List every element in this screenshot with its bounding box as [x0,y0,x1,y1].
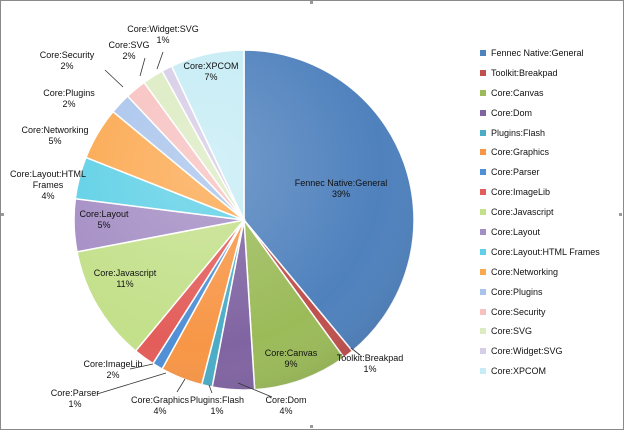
legend-label: Core:Layout:HTML Frames [491,246,600,257]
data-label-core-parser: Core:Parser 1% [51,388,100,409]
legend-label: Core:Networking [491,266,559,277]
legend-label: Fennec Native:General [491,47,584,58]
resize-handle-top[interactable] [310,1,313,4]
legend-label: Core:Canvas [491,87,544,98]
legend-item-core-imagelib: Core:ImageLib [480,182,620,202]
legend-swatch [480,228,486,235]
legend-label: Toolkit:Breakpad [491,67,558,78]
leader-line [208,384,213,394]
data-label-core-dom: Core:Dom 4% [265,395,306,416]
legend-swatch [480,209,486,216]
leader-line [176,378,186,393]
legend-swatch [480,169,486,176]
legend-item-core-security: Core:Security [480,302,620,322]
legend-swatch [480,189,486,196]
legend-swatch [480,308,486,315]
legend-item-core-layout: Core:Layout [480,222,620,242]
legend-item-core-svg: Core:SVG [480,321,620,341]
leader-line [139,57,146,77]
legend-label: Core:Widget:SVG [491,346,563,357]
legend-label: Core:Layout [491,226,541,237]
legend-item-core-xpcom: Core:XPCOM [480,361,620,381]
legend-label: Core:Dom [491,107,533,118]
legend-swatch [480,268,486,275]
legend-label: Core:XPCOM [491,366,547,377]
legend-swatch [480,109,486,116]
legend-swatch [480,328,486,335]
legend-label: Core:Security [491,306,546,317]
legend-swatch [480,49,486,56]
legend-item-plugins-flash: Plugins:Flash [480,123,620,143]
data-label-fennec-native-general: Fennec Native:General 39% [295,178,388,199]
legend-label: Core:Plugins [491,286,543,297]
legend-item-core-graphics: Core:Graphics [480,142,620,162]
legend-item-core-layout-html-frames: Core:Layout:HTML Frames [480,242,620,262]
leader-line [104,69,124,88]
legend-label: Core:Graphics [491,147,550,158]
data-label-core-widget-svg: Core:Widget:SVG 1% [127,24,199,45]
resize-handle-right[interactable] [619,213,622,216]
legend-item-core-plugins: Core:Plugins [480,282,620,302]
leader-line [129,363,154,370]
data-label-core-layout: Core:Layout 5% [79,209,129,230]
legend-item-fennec-native-general: Fennec Native:General [480,43,620,63]
chart-legend: Fennec Native:General Toolkit:Breakpad Cor… [480,43,620,381]
legend-swatch [480,129,486,136]
leader-line [156,51,164,70]
legend-swatch [480,368,486,375]
data-label-core-graphics: Core:Graphics 4% [131,395,190,416]
data-label-core-javascript: Core:Javascript 11% [94,268,157,289]
data-label-core-svg: Core:SVG 2% [108,40,149,61]
legend-item-core-parser: Core:Parser [480,162,620,182]
legend-swatch [480,89,486,96]
legend-item-core-javascript: Core:Javascript [480,202,620,222]
legend-swatch [480,248,486,255]
data-label-core-xpcom: Core:XPCOM 7% [183,61,238,82]
legend-label: Core:Javascript [491,207,554,218]
legend-item-core-canvas: Core:Canvas [480,83,620,103]
data-label-toolkit-breakpad: Toolkit:Breakpad 1% [337,353,404,374]
legend-label: Core:SVG [491,326,533,337]
legend-swatch [480,149,486,156]
leader-line [350,347,361,356]
legend-item-core-networking: Core:Networking [480,262,620,282]
legend-label: Core:Parser [491,167,540,178]
data-label-core-networking: Core:Networking 5% [21,125,88,146]
legend-swatch [480,348,486,355]
leader-line [96,372,167,395]
data-label-core-canvas: Core:Canvas 9% [265,348,318,369]
resize-handle-bottom[interactable] [310,425,313,428]
legend-item-toolkit-breakpad: Toolkit:Breakpad [480,63,620,83]
data-label-core-layout-html-frames: Core:Layout:HTML Frames 4% [10,169,86,201]
legend-item-core-dom: Core:Dom [480,103,620,123]
legend-swatch [480,69,486,76]
data-label-core-imagelib: Core:ImageLib 2% [83,359,142,380]
data-label-plugins-flash: Plugins:Flash 1% [190,395,244,416]
leader-line [237,382,273,398]
resize-handle-left[interactable] [1,213,4,216]
legend-item-core-widget-svg: Core:Widget:SVG [480,341,620,361]
data-label-core-plugins: Core:Plugins 2% [43,88,95,109]
legend-label: Plugins:Flash [491,127,546,138]
legend-swatch [480,288,486,295]
data-label-core-security: Core:Security 2% [40,50,95,71]
legend-label: Core:ImageLib [491,187,551,198]
